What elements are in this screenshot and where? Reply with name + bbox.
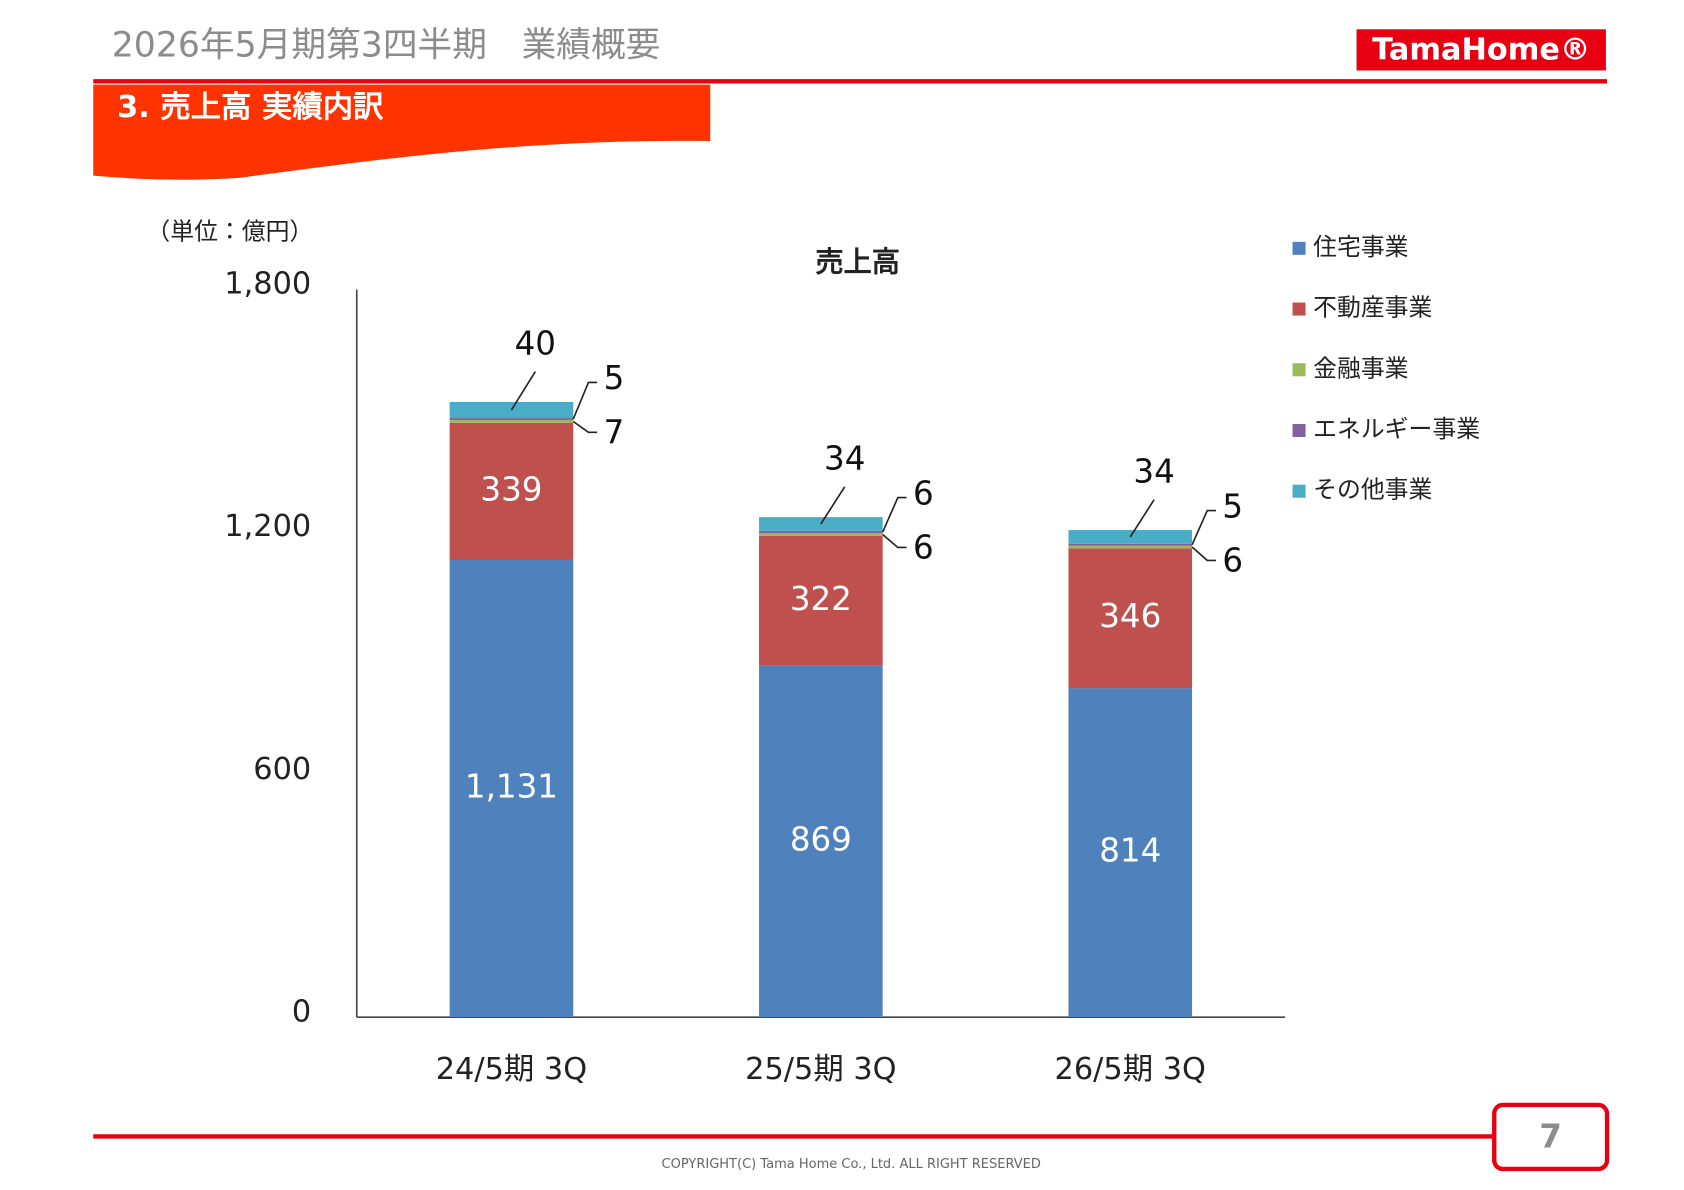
value-label: 5 — [1222, 487, 1243, 525]
legend-swatch — [1292, 302, 1306, 316]
leader-line — [510, 371, 536, 411]
legend-swatch — [1292, 241, 1306, 255]
page-box — [1492, 1102, 1610, 1172]
legend-label: 不動産事業 — [1313, 294, 1432, 322]
y-tick-label: 1,200 — [224, 509, 311, 544]
leader-line — [1191, 509, 1216, 546]
bar-segment — [449, 418, 574, 421]
y-tick-label: 0 — [292, 994, 311, 1029]
x-tick-label: 25/5期 3Q — [745, 1052, 896, 1087]
value-label: 814 — [1099, 832, 1161, 870]
x-tick-label: 26/5期 3Q — [1055, 1052, 1206, 1087]
legend-label: 金融事業 — [1313, 354, 1408, 382]
bar-segment — [1068, 543, 1193, 546]
y-tick-label: 600 — [253, 752, 311, 787]
value-label: 869 — [790, 821, 852, 859]
value-label: 40 — [515, 325, 556, 363]
bar-segment — [449, 401, 574, 419]
logo-box — [1356, 29, 1606, 71]
header-title: 2026年5月期第3四半期 業績概要 — [112, 26, 661, 66]
value-label: 6 — [1222, 542, 1243, 580]
bar-segment — [1068, 530, 1193, 544]
value-label: 7 — [604, 413, 625, 451]
chart-title: 売上高 — [815, 246, 900, 279]
bar-segment — [759, 665, 883, 1018]
leader-line — [572, 420, 598, 434]
value-label: 346 — [1099, 597, 1161, 635]
value-label: 339 — [480, 470, 542, 508]
value-label: 322 — [790, 580, 852, 618]
page-number: 7 — [1539, 1118, 1562, 1156]
value-label: 6 — [913, 474, 934, 512]
bar-segment — [1068, 688, 1193, 1018]
value-label: 6 — [913, 529, 934, 567]
logo: TamaHome® — [1372, 32, 1590, 67]
bar-segment — [759, 533, 883, 536]
legend-label: エネルギー事業 — [1313, 415, 1480, 443]
leader-line — [572, 381, 598, 420]
bar-segment — [449, 422, 574, 560]
leader-line — [1191, 546, 1216, 562]
legend-label: その他事業 — [1313, 476, 1432, 504]
x-tick-label: 24/5期 3Q — [436, 1052, 587, 1087]
section-band — [93, 84, 711, 180]
bar-segment — [449, 559, 574, 1018]
unit-label: （単位：億円） — [146, 218, 313, 246]
value-label: 34 — [824, 440, 865, 478]
leader-line — [882, 533, 907, 549]
bar-segment — [759, 535, 883, 666]
copyright: COPYRIGHT(C) Tama Home Co., Ltd. ALL RIG… — [662, 1157, 1041, 1172]
value-label: 34 — [1133, 453, 1174, 491]
leader-line — [1129, 499, 1155, 538]
value-label: 1,131 — [465, 768, 558, 806]
value-label: 5 — [604, 359, 625, 397]
legend-label: 住宅事業 — [1313, 233, 1408, 261]
leader-line — [820, 486, 846, 525]
bar-segment — [759, 530, 883, 534]
plot: 0 600 1,200 1,800 24/5期 3Q 1,131 339 40 5 7 25/5期 … — [224, 233, 1480, 1087]
y-tick-label: 1,800 — [224, 267, 311, 302]
section-title: 3. 売上高 実績内訳 — [117, 90, 384, 125]
legend-swatch — [1292, 423, 1306, 438]
bar-segment — [449, 420, 574, 423]
legend-swatch — [1292, 363, 1306, 377]
legend-swatch — [1292, 484, 1306, 498]
bar-segment — [1068, 545, 1193, 549]
leader-line — [881, 496, 907, 533]
bar-segment — [1068, 548, 1193, 689]
